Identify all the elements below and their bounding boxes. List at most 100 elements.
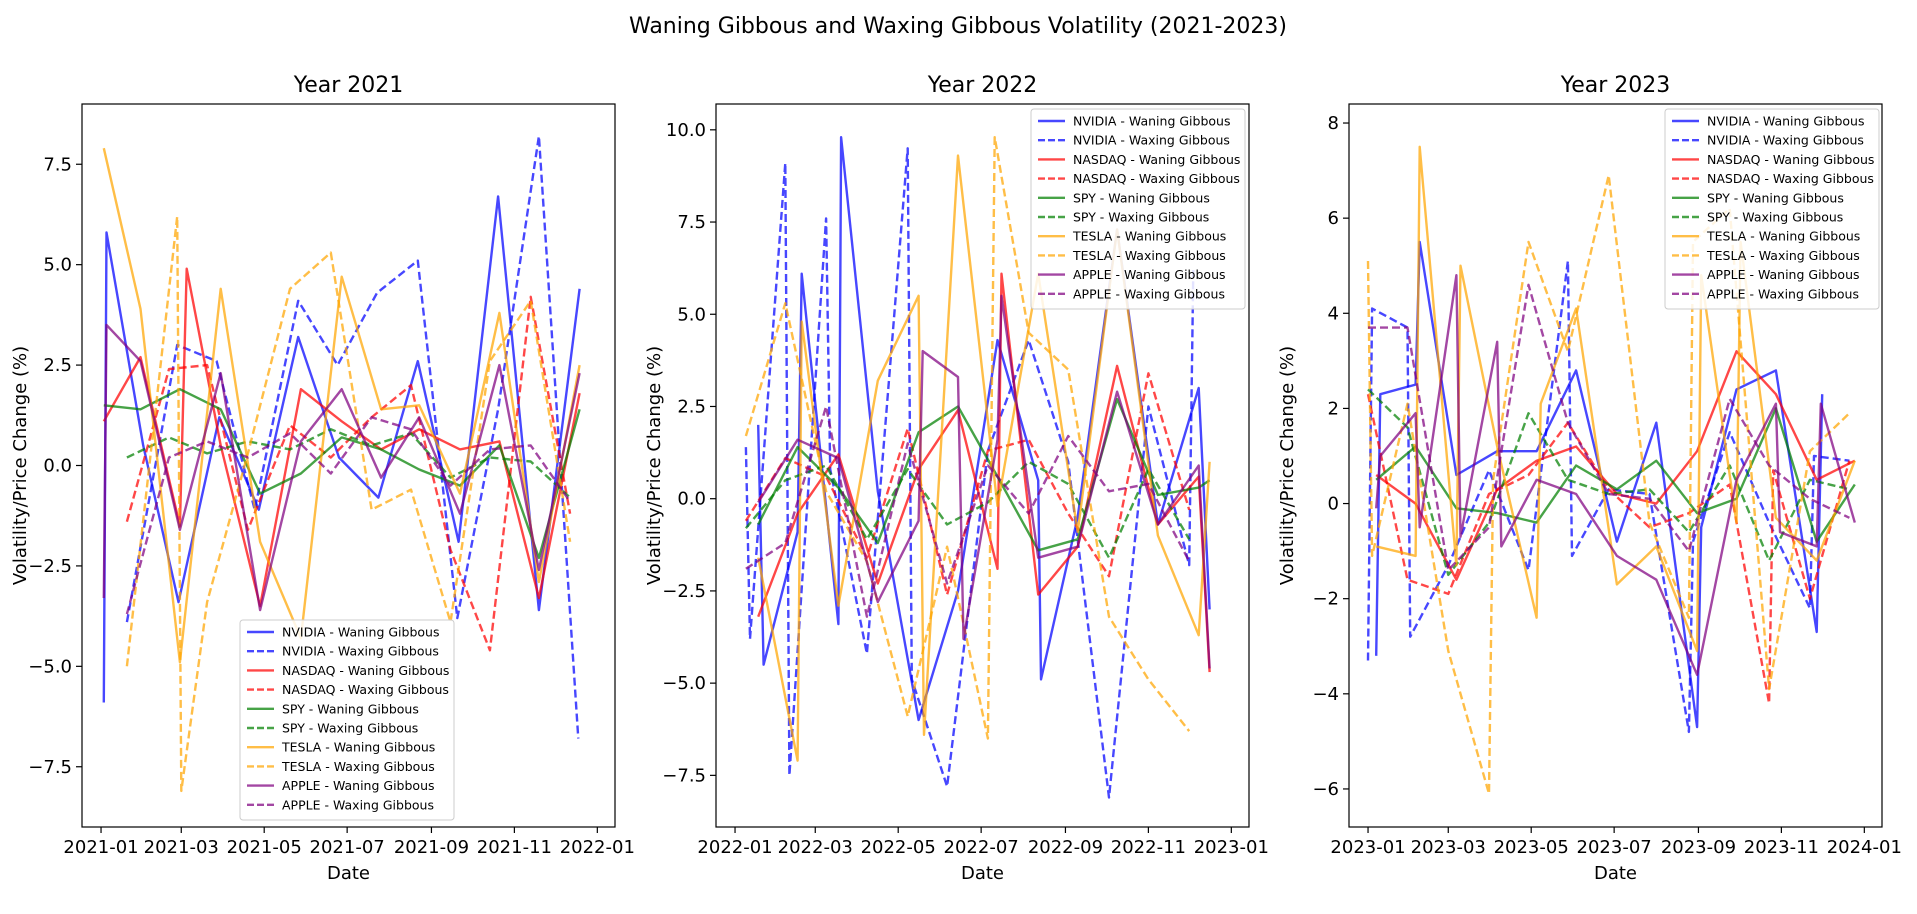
subplot-1: Year 2021 2021-01 2021-03 2021-05 2021-07 202… (10, 73, 635, 884)
x-tick-label: 2022-09 (1028, 837, 1103, 858)
series-line (102, 267, 581, 608)
legend-box (1664, 108, 1880, 310)
legend-label: NASDAQ - Waning Gibbous (1073, 152, 1240, 167)
y-tick-label: −2 (1312, 589, 1339, 610)
x-tick-label: 2021-09 (394, 837, 469, 858)
series-line (1375, 240, 1824, 729)
legend-label: SPY - Waning Gibbous (1707, 190, 1844, 205)
x-tick-label: 2022-03 (778, 837, 853, 858)
legend-label: NVIDIA - Waning Gibbous (1073, 114, 1230, 129)
y-tick-label: 2.5 (43, 355, 72, 376)
x-tick-label: 2021-03 (144, 837, 219, 858)
series-line (757, 294, 1211, 669)
x-tick-label: 2021-01 (63, 837, 138, 858)
legend-label: NVIDIA - Waxing Gibbous (1707, 133, 1864, 148)
x-tick-label: 2023-11 (1744, 837, 1819, 858)
y-tick-label: 5.0 (43, 255, 72, 276)
legend-label: SPY - Waning Gibbous (282, 701, 419, 716)
y-axis-label: Volatility/Price Change (%) (10, 346, 31, 585)
x-tick-label: 2024-01 (1827, 837, 1902, 858)
series-line (1366, 259, 1850, 734)
series-line (126, 428, 571, 499)
x-tick-label: 2023-05 (1494, 837, 1569, 858)
series-line (744, 136, 1191, 740)
legend-label: APPLE - Waxing Gibbous (1073, 286, 1225, 301)
legend-label: TESLA - Waxing Gibbous (1706, 248, 1860, 263)
series-line (125, 416, 572, 615)
y-tick-label: 8 (1328, 113, 1339, 134)
subplot-2: Year 2022 2022-01 2022-03 2022-05 2022-07 202… (644, 73, 1269, 884)
x-tick-label: 2022-11 (1111, 837, 1186, 858)
subplot-title: Year 2022 (927, 73, 1038, 98)
legend-label: APPLE - Waning Gibbous (1073, 267, 1226, 282)
legend: NVIDIA - Waning Gibbous NVIDIA - Waxing G… (1664, 108, 1880, 310)
legend-label: TESLA - Waning Gibbous (1072, 229, 1226, 244)
y-tick-label: 2 (1328, 398, 1339, 419)
legend-label: APPLE - Waning Gibbous (282, 778, 435, 793)
legend-label: NASDAQ - Waxing Gibbous (1707, 171, 1874, 186)
subplot-title: Year 2021 (293, 73, 404, 98)
series-line (103, 388, 581, 560)
y-tick-label: −7.5 (28, 757, 72, 778)
y-tick-label: 0 (1328, 494, 1339, 515)
x-tick-label: 2022-05 (861, 837, 936, 858)
x-tick-label: 2022-07 (944, 837, 1019, 858)
y-tick-label: 2.5 (677, 396, 706, 417)
legend: NVIDIA - Waning Gibbous NVIDIA - Waxing G… (239, 619, 455, 821)
legend-label: NASDAQ - Waxing Gibbous (1073, 171, 1240, 186)
series-line (102, 147, 581, 664)
series-group (744, 136, 1211, 799)
series-line (757, 272, 1211, 673)
x-axis-label: Date (1594, 863, 1637, 884)
series-line (1366, 393, 1851, 705)
x-tick-label: 2021-05 (227, 837, 302, 858)
legend-label: SPY - Waxing Gibbous (1707, 210, 1843, 225)
series-line (745, 405, 1191, 618)
y-tick-label: 0.0 (677, 489, 706, 510)
legend-label: APPLE - Waning Gibbous (1707, 267, 1860, 282)
series-group (102, 134, 581, 793)
x-tick-label: 2023-07 (1577, 837, 1652, 858)
y-tick-label: −6 (1312, 779, 1339, 800)
x-tick-label: 2023-01 (1330, 837, 1405, 858)
legend-label: NVIDIA - Waxing Gibbous (282, 644, 439, 659)
series-line (102, 323, 581, 612)
legend-label: SPY - Waxing Gibbous (282, 721, 418, 736)
series-line (744, 147, 1195, 799)
y-tick-label: 5.0 (677, 304, 706, 325)
legend-label: NASDAQ - Waning Gibbous (1707, 152, 1874, 167)
legend-label: APPLE - Waxing Gibbous (1707, 286, 1859, 301)
legend: NVIDIA - Waning Gibbous NVIDIA - Waxing G… (1030, 108, 1246, 310)
y-tick-label: 7.5 (43, 154, 72, 175)
y-axis-label: Volatility/Price Change (%) (1277, 346, 1298, 585)
y-tick-label: 7.5 (677, 212, 706, 233)
y-tick-label: 10.0 (666, 120, 706, 141)
legend-label: NASDAQ - Waning Gibbous (282, 663, 449, 678)
legend-label: SPY - Waning Gibbous (1073, 190, 1210, 205)
y-tick-label: −5.0 (28, 656, 72, 677)
legend-label: APPLE - Waxing Gibbous (282, 797, 434, 812)
legend-label: TESLA - Waning Gibbous (1706, 229, 1860, 244)
x-axis-label: Date (961, 863, 1004, 884)
figure-title: Waning Gibbous and Waxing Gibbous Volati… (629, 14, 1287, 39)
legend-label: SPY - Waxing Gibbous (1073, 210, 1209, 225)
series-line (1366, 174, 1851, 795)
x-tick-label: 2023-01 (1194, 837, 1269, 858)
series-line (1368, 283, 1850, 572)
legend-label: TESLA - Waxing Gibbous (281, 759, 435, 774)
y-tick-label: −7.5 (662, 765, 706, 786)
legend-label: TESLA - Waxing Gibbous (1072, 248, 1226, 263)
x-tick-label: 2022-01 (560, 837, 635, 858)
x-tick-label: 2022-01 (697, 837, 772, 858)
legend-box (239, 619, 455, 821)
y-tick-label: −2.5 (28, 556, 72, 577)
legend-label: NASDAQ - Waxing Gibbous (282, 682, 449, 697)
x-tick-label: 2023-03 (1411, 837, 1486, 858)
x-axis-label: Date (327, 863, 370, 884)
series-group (1366, 145, 1856, 795)
y-tick-label: −5.0 (662, 673, 706, 694)
axes-frame (715, 103, 1250, 828)
